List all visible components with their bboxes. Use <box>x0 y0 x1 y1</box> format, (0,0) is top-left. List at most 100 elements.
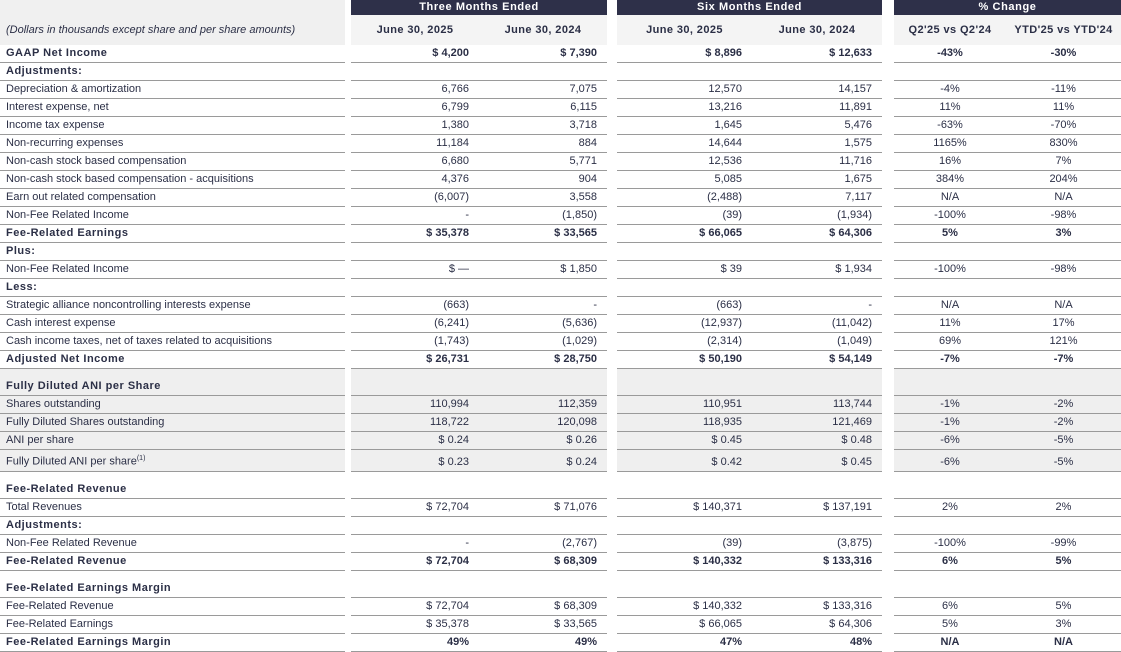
cell-q2-2025: $ 72,704 <box>351 552 479 571</box>
col-header-ytd-2025: June 30, 2025 <box>617 15 752 45</box>
gap <box>345 278 351 297</box>
gap <box>345 152 351 171</box>
cell-q2-2025 <box>351 242 479 261</box>
cell-q2-2024 <box>479 579 607 598</box>
header-group-row: Three Months Ended Six Months Ended % Chan… <box>0 0 1121 15</box>
cell-ytd-change: 3% <box>1006 615 1121 634</box>
cell-ytd-2024: 113,744 <box>752 395 882 414</box>
cell-ytd-change: -2% <box>1006 413 1121 432</box>
cell-q2-2025: $ 26,731 <box>351 350 479 369</box>
gap <box>345 516 351 535</box>
cell-ytd-2025: 12,536 <box>617 152 752 171</box>
spacer-cell <box>0 570 345 580</box>
cell-ytd-change: -5% <box>1006 431 1121 450</box>
gap <box>345 134 351 153</box>
gap <box>882 597 894 616</box>
cell-q2-2025: - <box>351 206 479 225</box>
cell-ytd-change <box>1006 278 1121 297</box>
spacer-cell <box>1006 471 1121 481</box>
cell-q2-2024 <box>479 480 607 499</box>
section-spacer <box>0 368 1121 378</box>
gap <box>345 431 351 450</box>
cell-ytd-2024: $ 0.48 <box>752 431 882 450</box>
spacer-cell <box>752 368 882 378</box>
cell-q2-change: 5% <box>894 224 1006 243</box>
cell-ytd-2024: 48% <box>752 633 882 652</box>
cell-q2-2025 <box>351 378 479 396</box>
cell-q2-2025 <box>351 278 479 297</box>
cell-ytd-change: -98% <box>1006 260 1121 279</box>
footnote-marker: (1) <box>136 455 146 462</box>
gap <box>607 480 617 499</box>
row-label: Non-Fee Related Income <box>0 260 345 279</box>
table-row: Non-Fee Related Revenue - (2,767) (39) (3,87… <box>0 534 1121 553</box>
cell-ytd-2024 <box>752 378 882 396</box>
row-label: Non-recurring expenses <box>0 134 345 153</box>
row-label: Fee-Related Earnings <box>0 224 345 243</box>
cell-q2-2025: (663) <box>351 296 479 315</box>
cell-q2-change: -6% <box>894 449 1006 472</box>
col-header-q2-2025: June 30, 2025 <box>351 15 479 45</box>
cell-q2-change <box>894 516 1006 535</box>
cell-ytd-2025: $ 0.45 <box>617 431 752 450</box>
cell-q2-change <box>894 242 1006 261</box>
cell-ytd-change: 5% <box>1006 597 1121 616</box>
cell-ytd-2025: (2,488) <box>617 188 752 207</box>
spacer-cell <box>617 471 752 481</box>
cell-ytd-2025 <box>617 278 752 297</box>
cell-q2-2024: 904 <box>479 170 607 189</box>
cell-ytd-2024: $ 64,306 <box>752 615 882 634</box>
table-row: Fully Diluted ANI per Share <box>0 378 1121 396</box>
cell-ytd-change: -5% <box>1006 449 1121 472</box>
gap <box>607 413 617 432</box>
cell-q2-2024: 5,771 <box>479 152 607 171</box>
gap <box>882 516 894 535</box>
cell-ytd-2024: $ 54,149 <box>752 350 882 369</box>
gap <box>882 480 894 499</box>
cell-q2-2025: 6,680 <box>351 152 479 171</box>
header-date-row: (Dollars in thousands except share and p… <box>0 15 1121 45</box>
cell-q2-2024: 6,115 <box>479 98 607 117</box>
gap <box>607 350 617 369</box>
gap <box>882 0 894 15</box>
table-row: ANI per share $ 0.24 $ 0.26 $ 0.45 $ 0.48 -6%… <box>0 431 1121 450</box>
spacer-cell <box>351 368 479 378</box>
cell-q2-2025: 4,376 <box>351 170 479 189</box>
table-row: Strategic alliance noncontrolling intere… <box>0 296 1121 315</box>
cell-q2-2024: (1,850) <box>479 206 607 225</box>
gap <box>882 152 894 171</box>
spacer-cell <box>351 570 479 580</box>
cell-q2-change: 11% <box>894 314 1006 333</box>
row-label: Adjustments: <box>0 62 345 81</box>
gap <box>882 206 894 225</box>
gap <box>607 260 617 279</box>
gap <box>607 170 617 189</box>
gap <box>345 170 351 189</box>
row-label: Fee-Related Revenue <box>0 480 345 499</box>
gap <box>607 314 617 333</box>
spacer-cell <box>0 471 345 481</box>
cell-q2-change: -100% <box>894 260 1006 279</box>
cell-q2-change <box>894 480 1006 499</box>
cell-q2-2024: 884 <box>479 134 607 153</box>
gap <box>882 471 894 481</box>
cell-ytd-2024: $ 133,316 <box>752 552 882 571</box>
gap <box>345 80 351 99</box>
cell-ytd-2025: $ 140,332 <box>617 597 752 616</box>
row-label: ANI per share <box>0 431 345 450</box>
cell-ytd-2024: - <box>752 296 882 315</box>
gap <box>345 498 351 517</box>
cell-ytd-change: -70% <box>1006 116 1121 135</box>
gap <box>607 449 617 472</box>
cell-ytd-2025: $ 66,065 <box>617 615 752 634</box>
section-spacer <box>0 570 1121 580</box>
gap <box>345 62 351 81</box>
cell-ytd-2025: 110,951 <box>617 395 752 414</box>
cell-ytd-2024 <box>752 480 882 499</box>
table-row: GAAP Net Income $ 4,200 $ 7,390 $ 8,896 $ 12… <box>0 45 1121 63</box>
gap <box>345 368 351 378</box>
table-row: Fully Diluted Shares outstanding 118,722 1… <box>0 413 1121 432</box>
cell-q2-2024: (5,636) <box>479 314 607 333</box>
cell-ytd-2025 <box>617 480 752 499</box>
